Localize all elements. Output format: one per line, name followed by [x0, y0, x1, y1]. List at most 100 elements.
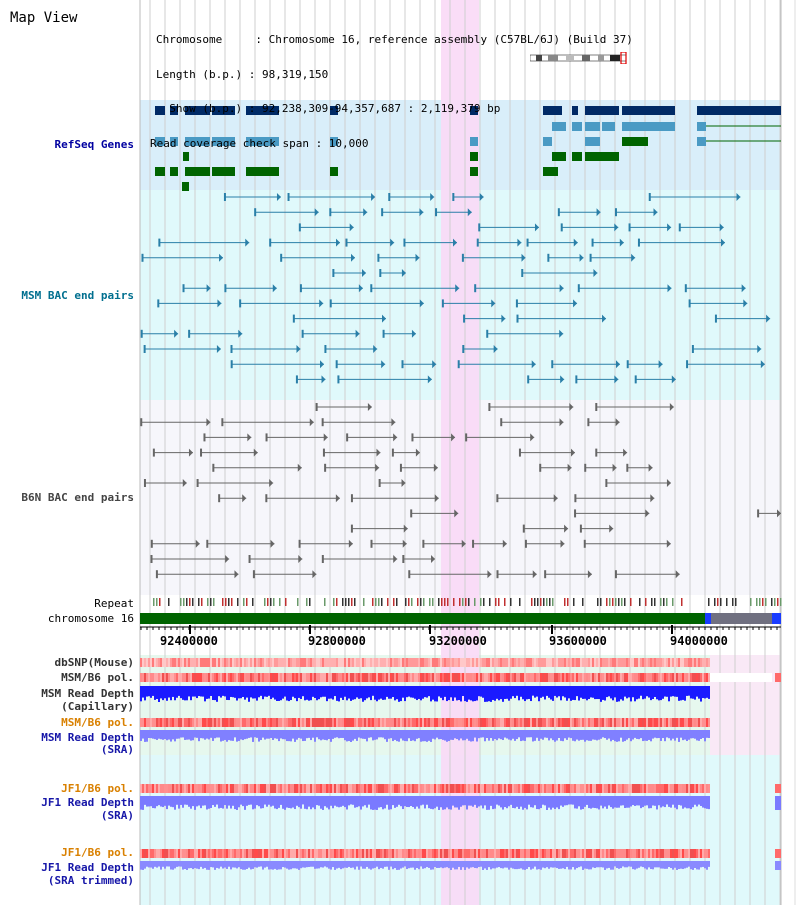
heat-cell: [494, 784, 496, 793]
depth-bar: [218, 796, 220, 809]
heat-cell: [644, 718, 646, 727]
repeat-mark: [618, 598, 620, 606]
heat-cell: [172, 849, 174, 858]
heat-cell: [530, 784, 532, 793]
heat-cell: [700, 849, 702, 858]
heat-cell: [462, 658, 464, 667]
depth-bar: [408, 730, 410, 739]
depth-bar: [318, 861, 320, 869]
heat-cell: [698, 849, 700, 858]
depth-bar: [620, 861, 622, 869]
depth-bar: [624, 730, 626, 742]
heat-cell: [608, 784, 610, 793]
heat-cell: [692, 849, 694, 858]
heat-cell: [150, 658, 152, 667]
heat-cell: [698, 718, 700, 727]
heat-cell: [388, 718, 390, 727]
gene-block: [622, 106, 675, 115]
bac-end-marker: [579, 524, 582, 533]
depth-bar: [298, 730, 300, 738]
depth-bar: [196, 730, 198, 738]
depth-bar: [232, 861, 234, 868]
heat-cell: [318, 784, 320, 793]
heat-cell: [574, 849, 576, 858]
heat-cell: [176, 784, 178, 793]
depth-bar: [506, 796, 508, 809]
heat-cell: [580, 784, 582, 793]
heat-cell: [488, 658, 490, 667]
depth-bar: [280, 861, 282, 870]
refseq-genes-track[interactable]: [155, 106, 781, 191]
chromosome-ideogram[interactable]: [530, 52, 630, 64]
depth-bar: [246, 686, 248, 698]
heat-cell: [538, 784, 540, 793]
heat-cell: [670, 658, 672, 667]
heat-cell: [570, 673, 572, 682]
depth-bar: [266, 861, 268, 867]
depth-bar: [376, 861, 378, 867]
msm-bac-label[interactable]: MSM BAC end pairs: [21, 289, 134, 302]
depth-bar: [582, 686, 584, 699]
heat-cell: [480, 718, 482, 727]
heat-cell: [156, 673, 158, 682]
depth-bar: [356, 861, 358, 867]
heat-cell: [650, 718, 652, 727]
heat-cell: [548, 658, 550, 667]
depth-bar: [556, 686, 558, 698]
heat-cell: [476, 718, 478, 727]
heat-cell: [516, 718, 518, 727]
depth-bar: [226, 730, 228, 742]
depth-bar: [442, 730, 444, 740]
depth-bar: [632, 730, 634, 740]
heat-cell: [588, 718, 590, 727]
bac-end-marker: [150, 555, 153, 563]
bac-end-marker: [158, 238, 161, 247]
depth-bar: [454, 796, 456, 808]
heat-cell: [386, 658, 388, 667]
depth-bar: [424, 796, 426, 809]
refseq-label[interactable]: RefSeq Genes: [54, 138, 134, 151]
heat-cell: [536, 658, 538, 667]
depth-bar: [598, 861, 600, 868]
b6n-bac-track[interactable]: [140, 403, 781, 579]
heat-cell: [546, 784, 548, 793]
repeat-mark: [201, 598, 203, 606]
bac-end-marker: [265, 494, 268, 503]
bac-end-marker: [155, 570, 158, 579]
msm-bac-track[interactable]: [140, 193, 771, 384]
depth-bar: [466, 861, 468, 868]
depth-bar: [164, 730, 166, 740]
heat-cell: [648, 784, 650, 793]
repeat-mark: [540, 598, 542, 606]
depth-bar: [450, 796, 452, 810]
b6n-bac-label[interactable]: B6N BAC end pairs: [21, 491, 134, 504]
repeat-mark: [474, 598, 476, 606]
heat-cell: [458, 718, 460, 727]
depth-bar: [640, 861, 642, 867]
heat-cell: [638, 784, 640, 793]
gene-block: [212, 137, 235, 146]
depth-bar: [496, 861, 498, 868]
coverage-tracks[interactable]: [140, 658, 781, 870]
depth-bar: [242, 686, 244, 697]
heat-cell: [670, 718, 672, 727]
depth-bar: [624, 686, 626, 697]
heat-cell: [564, 784, 566, 793]
depth-bar: [706, 861, 708, 870]
depth-bar: [278, 686, 280, 701]
depth-bar: [550, 686, 552, 700]
heat-cell: [254, 658, 256, 667]
chromosome-bar[interactable]: [140, 613, 781, 624]
bac-end-marker: [140, 329, 143, 338]
repeat-track[interactable]: [153, 598, 782, 606]
depth-bar: [270, 730, 272, 738]
heat-cell: [148, 784, 150, 793]
depth-bar: [652, 686, 654, 700]
depth-bar: [232, 686, 234, 698]
heat-cell: [362, 673, 364, 682]
heat-cell: [708, 849, 710, 858]
depth-bar: [214, 686, 216, 701]
heat-cell: [316, 658, 318, 667]
heat-cell: [196, 784, 198, 793]
